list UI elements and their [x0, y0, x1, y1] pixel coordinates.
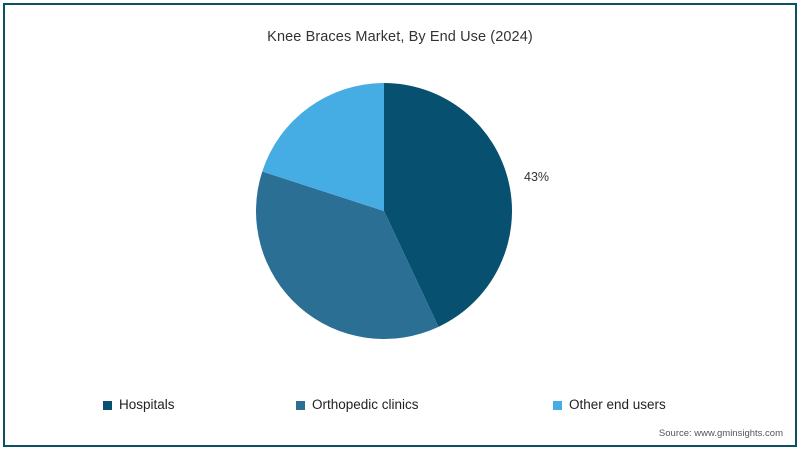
legend-item-hospitals[interactable]: Hospitals	[103, 396, 175, 414]
pie-slice[interactable]	[262, 83, 384, 211]
legend-item-label: Orthopedic clinics	[312, 397, 419, 412]
chart-legend: Hospitals Orthopedic clinics Other end u…	[0, 396, 800, 414]
pie-slice[interactable]	[256, 171, 439, 339]
legend-item-orthopedic-clinics[interactable]: Orthopedic clinics	[296, 396, 419, 414]
pie-chart	[256, 83, 512, 339]
legend-item-label: Other end users	[569, 397, 666, 412]
legend-swatch-icon	[296, 400, 305, 410]
source-attribution: Source: www.gminsights.com	[658, 428, 783, 439]
pie-slice-group	[256, 83, 512, 339]
pie-data-label-hospitals: 43%	[524, 170, 550, 184]
legend-item-other-end-users[interactable]: Other end users	[553, 396, 666, 414]
legend-swatch-icon	[553, 400, 562, 410]
pie-slice[interactable]	[384, 83, 512, 327]
legend-item-label: Hospitals	[119, 397, 175, 412]
legend-swatch-icon	[103, 400, 112, 410]
chart-title: Knee Braces Market, By End Use (2024)	[267, 29, 533, 45]
pie-chart-svg	[256, 83, 512, 339]
